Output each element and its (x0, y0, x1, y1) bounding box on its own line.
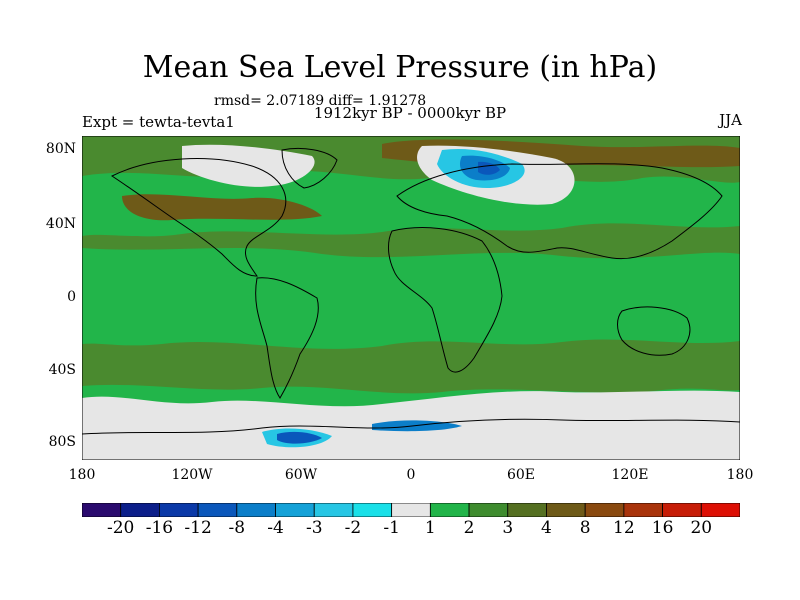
colorbar-label: -3 (305, 518, 323, 538)
lon-label: 120E (611, 467, 649, 483)
colorbar-swatch (623, 503, 663, 517)
colorbar-label: 12 (613, 518, 635, 538)
lat-label: 40S (48, 362, 76, 378)
colorbar-swatch (429, 503, 470, 517)
colorbar-swatch (468, 503, 509, 517)
colorbar-swatch (700, 503, 740, 517)
north-america-coast (111, 158, 287, 277)
lat-label: 80N (45, 141, 76, 157)
australia-coast (617, 306, 691, 356)
colorbar-label: 16 (651, 518, 674, 538)
colorbar-swatch (662, 503, 702, 517)
stats-readout: rmsd= 2.07189 diff= 1.91278 (214, 93, 427, 109)
period-subtitle: 1912kyr BP - 0000kyr BP (313, 104, 507, 122)
lon-label: 0 (406, 467, 416, 483)
colorbar-swatch (313, 503, 354, 517)
colorbar-label: 2 (463, 518, 475, 538)
colorbar-swatch (82, 503, 122, 517)
eurasia-coast (396, 163, 723, 260)
pacific-brown (122, 194, 322, 221)
colorbar-swatch (275, 503, 315, 517)
colorbar-swatch (236, 503, 276, 517)
season-label: JJA (719, 111, 742, 129)
colorbar-swatch (507, 503, 547, 517)
colorbar-swatch (352, 503, 393, 517)
colorbar-swatch (159, 503, 199, 517)
colorbar-label: -20 (107, 518, 135, 538)
colorbar-label: 1 (424, 518, 436, 538)
colorbar-label: 20 (690, 518, 713, 538)
colorbar (82, 503, 740, 517)
colorbar-label: -12 (184, 518, 212, 538)
lon-label: 60E (506, 467, 536, 483)
map-title: Mean Sea Level Pressure (in hPa) (142, 50, 658, 85)
colorbar-swatch (120, 503, 160, 517)
colorbar-swatch (391, 503, 431, 517)
weddell-low-core (277, 431, 322, 444)
colorbar-label: 4 (541, 518, 552, 538)
colorbar-label: 3 (502, 518, 514, 538)
tropical-band (82, 247, 740, 349)
lat-label: 80S (48, 434, 76, 450)
africa-coast (388, 227, 503, 373)
antarctica-coast (82, 418, 740, 435)
lon-label: 180 (726, 467, 754, 483)
lat-label: 40N (45, 216, 76, 232)
pressure-map (82, 136, 740, 460)
colorbar-label: 8 (579, 518, 591, 538)
north-green-zone (82, 170, 740, 237)
colorbar-label: -1 (383, 518, 400, 538)
greenland-white (182, 144, 315, 187)
colorbar-swatch (584, 503, 625, 517)
lon-label: 120W (171, 467, 213, 483)
colorbar-swatch (546, 503, 586, 517)
lon-label: 60W (284, 467, 318, 483)
greenland-coast (281, 147, 338, 189)
colorbar-label: -16 (145, 518, 174, 538)
coastlines (82, 147, 740, 435)
colorbar-label: -8 (228, 518, 246, 538)
lat-label: 0 (67, 289, 76, 305)
experiment-label: Expt = tewta-tevta1 (82, 113, 235, 131)
lon-label: 180 (68, 467, 96, 483)
colorbar-swatch (197, 503, 238, 517)
colorbar-label: -2 (344, 518, 362, 538)
colorbar-label: -4 (267, 518, 284, 538)
south-america-coast (255, 277, 319, 399)
